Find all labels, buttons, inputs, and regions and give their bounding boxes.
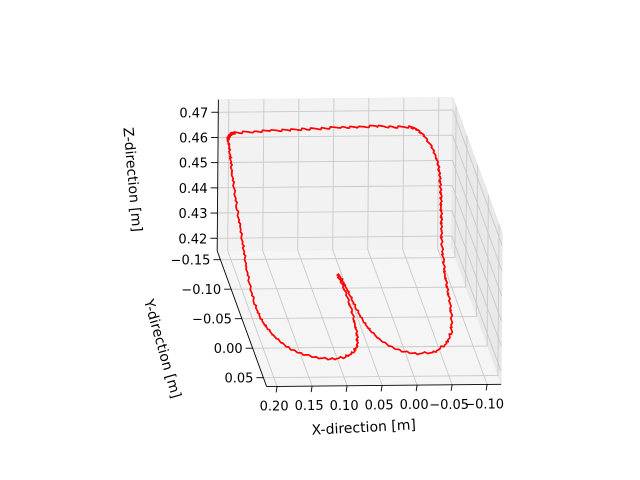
grid-line-x <box>367 98 418 386</box>
z-tick-label: 0.47 <box>179 106 208 121</box>
series-line <box>226 124 454 361</box>
z-axis-line <box>216 99 219 251</box>
z-tick-label: 0.42 <box>178 232 207 247</box>
grid-line-x <box>297 98 348 386</box>
y-tick-label: −0.05 <box>192 313 232 328</box>
x-tick-mark <box>485 384 488 391</box>
x-tick-mark <box>415 385 418 392</box>
grid-line-y <box>263 224 500 379</box>
x-tick-label: 0.15 <box>295 399 324 414</box>
grid-line-y <box>241 165 479 320</box>
grid-line-z <box>218 109 503 246</box>
x-tick-label: −0.05 <box>429 398 469 413</box>
grid-line-x <box>402 97 453 385</box>
grid-line-z <box>218 134 503 272</box>
axis-panes <box>216 97 503 387</box>
series-group <box>226 124 454 361</box>
grid-line-x <box>332 98 383 386</box>
grid-line-z <box>217 235 502 372</box>
x-tick-label: 0.10 <box>330 399 359 414</box>
grid-line-x <box>437 97 488 385</box>
grid-line-z <box>217 210 502 347</box>
tick-marks: 0.20 0.15 0.10 0.05 0.00 −0.05−0.10−0.15−0.10… <box>171 106 504 414</box>
x-tick-mark <box>345 385 348 392</box>
z-tick-label: 0.46 <box>179 131 208 146</box>
x-tick-label: 0.05 <box>365 398 394 413</box>
grid-line-x <box>262 99 313 387</box>
z-tick-label: 0.43 <box>179 207 208 222</box>
x-tick-label: 0.20 <box>260 399 289 414</box>
y-axis-title: Y-direction [m] <box>140 297 184 401</box>
y-tick-label: −0.15 <box>171 254 211 269</box>
grid-line-y <box>220 106 457 261</box>
x-tick-mark <box>275 386 278 393</box>
x-tick-mark <box>310 386 313 393</box>
z-axis-title: Z-direction [m] <box>119 127 144 233</box>
x-axis-line <box>266 383 502 387</box>
grid-line-y <box>252 194 489 349</box>
y-tick-label: 0.00 <box>214 342 243 357</box>
grid-line-z <box>217 185 503 322</box>
grid-lines <box>217 97 503 387</box>
y-tick-label: 0.05 <box>224 372 253 387</box>
x-tick-label: −0.10 <box>464 397 504 412</box>
x-tick-mark <box>450 384 453 391</box>
grid-line-z <box>217 159 503 297</box>
back-pane <box>216 97 454 252</box>
grid-line-x <box>227 99 278 387</box>
grid-line-y <box>231 135 468 290</box>
x-tick-label: 0.00 <box>400 398 429 413</box>
x-tick-mark <box>380 385 383 392</box>
y-tick-label: −0.10 <box>181 283 221 298</box>
z-tick-label: 0.44 <box>179 182 208 197</box>
z-tick-label: 0.45 <box>179 157 208 172</box>
x-axis-title: X-direction [m] <box>311 417 416 438</box>
